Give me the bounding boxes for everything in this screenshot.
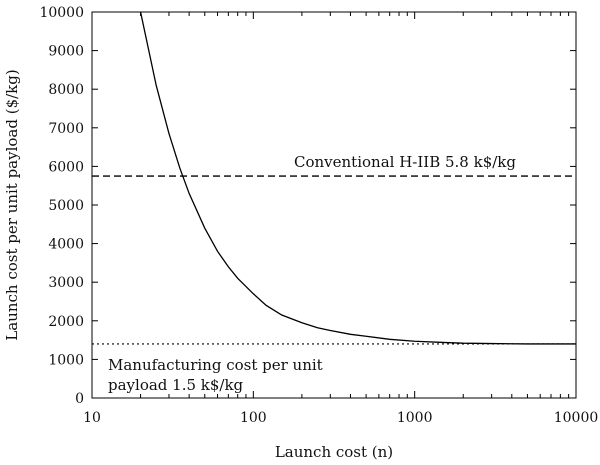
- y-tick-label-0: 0: [75, 391, 84, 407]
- y-tick-label-9000: 9000: [48, 44, 84, 60]
- y-axis-title: Launch cost per unit payload ($/kg): [3, 69, 21, 340]
- series-layer: [92, 11, 576, 345]
- y-tick-label-10000: 10000: [39, 5, 84, 21]
- x-tick-label-1000: 1000: [397, 410, 433, 426]
- y-axis-ticks: 0 1000 2000 3000 4000 5000 6000 7000 8000 9000 100…: [39, 5, 576, 407]
- y-tick-label-8000: 8000: [48, 82, 84, 98]
- y-tick-label-2000: 2000: [48, 314, 84, 330]
- y-tick-label-6000: 6000: [48, 159, 84, 175]
- x-tick-label-10000: 10000: [554, 410, 599, 426]
- y-tick-label-4000: 4000: [48, 237, 84, 253]
- annotation-conventional: Conventional H-IIB 5.8 k$/kg: [294, 153, 516, 171]
- x-axis-ticks: 10 100 1000 10000: [83, 12, 598, 426]
- annotation-manufacturing-line-1: Manufacturing cost per unit: [108, 356, 323, 374]
- y-tick-label-3000: 3000: [48, 275, 84, 291]
- y-tick-label-7000: 7000: [48, 121, 84, 137]
- cost-curve-line: [139, 11, 576, 345]
- x-tick-label-100: 100: [240, 410, 267, 426]
- x-tick-label-10: 10: [83, 410, 101, 426]
- x-axis-title: Launch cost (n): [275, 443, 393, 461]
- y-tick-label-5000: 5000: [48, 198, 84, 214]
- annotation-manufacturing-line-2: payload 1.5 k$/kg: [108, 376, 244, 394]
- plot-frame: [91, 11, 577, 399]
- y-tick-label-1000: 1000: [48, 352, 84, 368]
